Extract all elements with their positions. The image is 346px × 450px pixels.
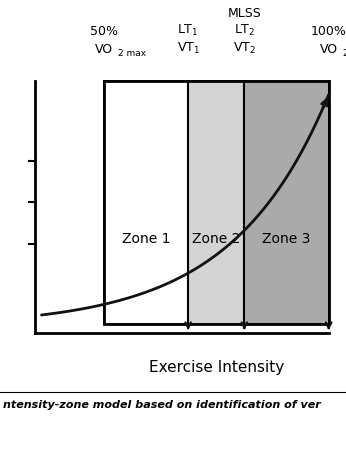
Text: VT$_1$: VT$_1$ (176, 41, 200, 56)
Text: Zone 1: Zone 1 (122, 232, 170, 246)
Text: ntensity-zone model based on identification of ver: ntensity-zone model based on identificat… (3, 400, 321, 410)
Text: MLSS: MLSS (227, 7, 261, 20)
Text: Zone 3: Zone 3 (262, 232, 311, 246)
Bar (104, 81, 188, 324)
Text: Exercise Intensity: Exercise Intensity (149, 360, 284, 375)
Text: 100%: 100% (311, 25, 346, 38)
Text: 2 max: 2 max (343, 50, 346, 58)
Text: 50%: 50% (90, 25, 118, 38)
Bar (188, 81, 244, 324)
Text: LT$_2$: LT$_2$ (234, 23, 255, 38)
Text: Zone 2: Zone 2 (192, 232, 240, 246)
Bar (104, 81, 329, 324)
Text: VO: VO (95, 43, 113, 56)
Text: LT$_1$: LT$_1$ (177, 23, 199, 38)
Text: VT$_2$: VT$_2$ (233, 41, 256, 56)
Bar (244, 81, 329, 324)
Text: VO: VO (320, 43, 338, 56)
Text: 2 max: 2 max (118, 50, 146, 58)
